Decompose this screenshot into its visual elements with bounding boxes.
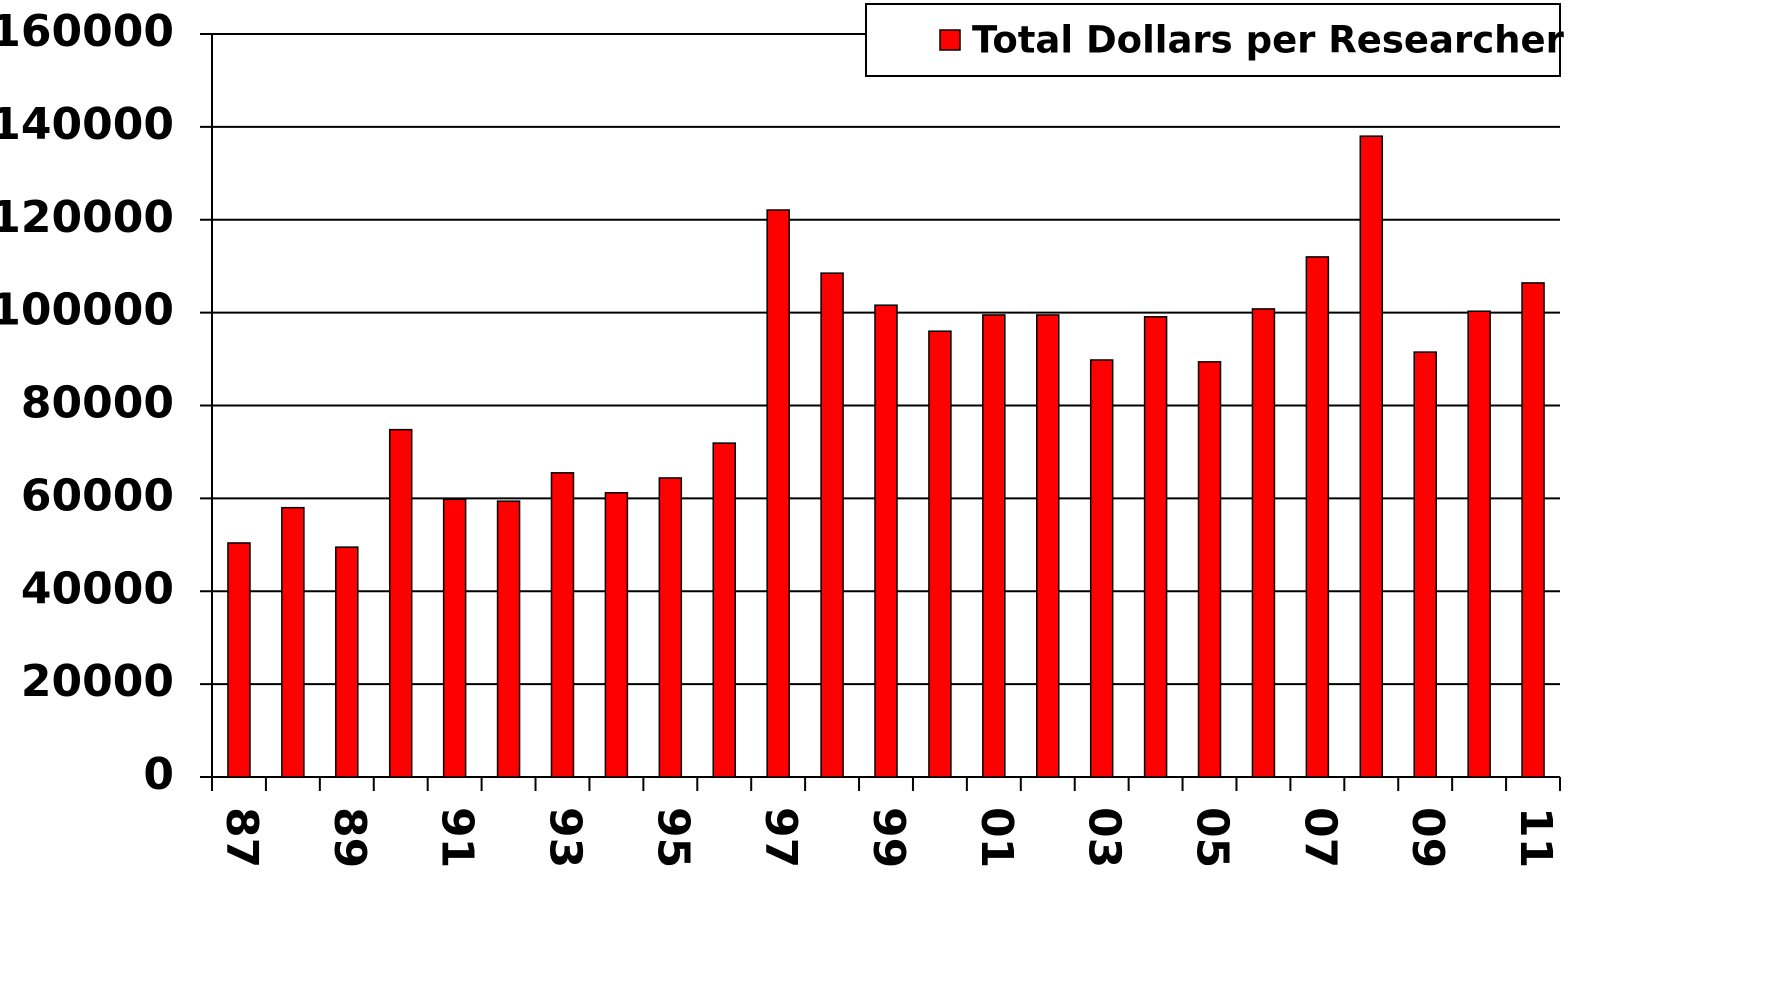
legend-label: Total Dollars per Researcher: [972, 19, 1565, 62]
bar: [1413, 351, 1437, 778]
x-tick-label: 87: [216, 807, 267, 868]
bar: [928, 330, 952, 778]
legend-swatch: [939, 29, 961, 51]
y-tick-label: 160000: [0, 6, 174, 57]
bar: [712, 442, 736, 778]
bar: [442, 498, 467, 778]
bar: [1143, 316, 1168, 778]
legend-box: [865, 3, 1561, 77]
bar: [227, 542, 251, 778]
y-tick-label: 20000: [21, 656, 174, 707]
bar: [604, 492, 629, 778]
y-tick-label: 0: [143, 749, 174, 800]
bar: [1521, 282, 1545, 778]
y-tick-label: 100000: [0, 285, 174, 336]
x-tick-label: 05: [1187, 807, 1238, 868]
y-tick-label: 60000: [21, 470, 174, 521]
x-tick-label: 95: [647, 807, 698, 868]
x-tick-label: 93: [539, 807, 590, 868]
x-tick-label: 03: [1079, 807, 1130, 868]
y-tick-label: 120000: [0, 192, 174, 243]
bar: [1305, 256, 1330, 778]
y-tick-label: 80000: [21, 378, 174, 429]
bar: [874, 304, 898, 778]
bar: [281, 506, 305, 778]
x-tick-label: 89: [324, 807, 375, 868]
bar: [658, 477, 683, 778]
bar: [1467, 310, 1491, 778]
bar: [1036, 314, 1060, 778]
x-tick-label: 07: [1294, 807, 1345, 868]
bar: [1089, 359, 1114, 778]
bar: [766, 209, 790, 778]
x-tick-label: 01: [971, 807, 1022, 868]
bar: [496, 500, 521, 778]
x-tick-label: 11: [1510, 807, 1561, 868]
x-tick-label: 99: [863, 807, 914, 868]
y-tick-label: 140000: [0, 99, 174, 150]
bar: [1197, 361, 1222, 778]
bar: [1359, 135, 1384, 778]
bar: [550, 472, 575, 778]
bar: [820, 272, 844, 778]
bar: [1251, 308, 1276, 778]
x-tick-label: 09: [1402, 807, 1453, 868]
x-tick-label: 97: [755, 807, 806, 868]
bar: [982, 314, 1006, 778]
x-tick-label: 91: [432, 807, 483, 868]
bar: [335, 546, 359, 778]
y-tick-label: 40000: [21, 563, 174, 614]
bar: [388, 428, 413, 778]
